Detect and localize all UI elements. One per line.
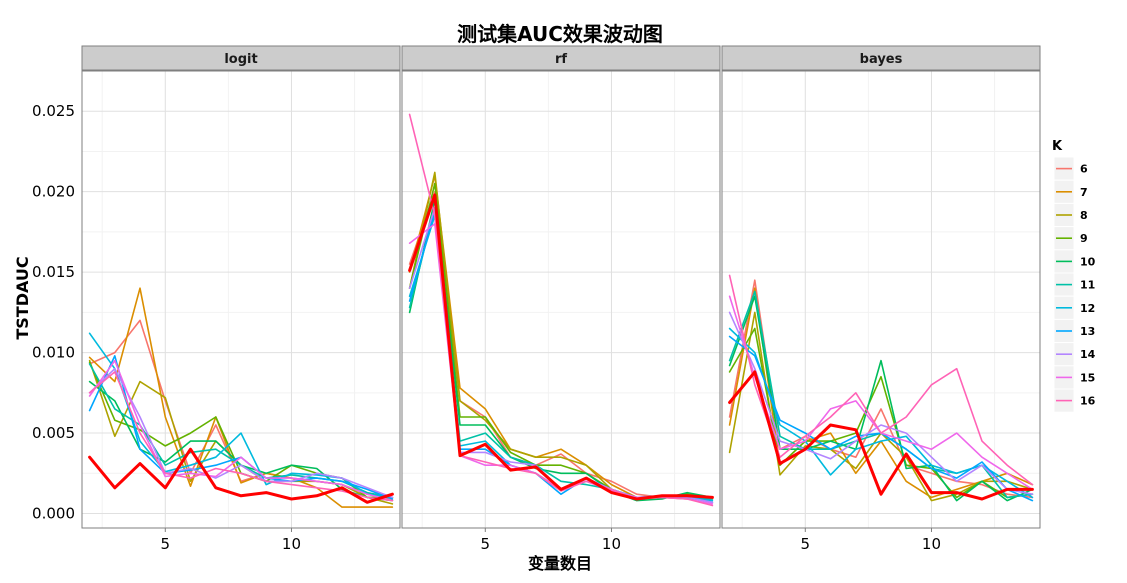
legend-label: 8 [1080, 209, 1088, 222]
strip-label: logit [224, 52, 257, 67]
x-axis-title: 变量数目 [528, 554, 592, 573]
series-line-k10 [408, 198, 714, 502]
strip-background [81, 45, 401, 71]
legend-label: 6 [1080, 163, 1088, 176]
plot-background [82, 71, 400, 528]
strip-background [721, 45, 1041, 71]
plot-background [402, 71, 720, 528]
legend-label: 12 [1080, 302, 1095, 315]
panel-border [721, 70, 1041, 529]
chart-title: 测试集AUC效果波动图 [457, 22, 663, 46]
series-line-k14 [88, 367, 394, 499]
strip-label: bayes [860, 52, 903, 67]
y-tick-label: 0.010 [32, 344, 75, 362]
y-axis-title: TSTDAUC [13, 256, 32, 339]
y-tick-label: 0.000 [32, 505, 75, 523]
strip-background [401, 45, 721, 71]
panel-border [401, 70, 721, 529]
x-tick-label: 5 [801, 535, 811, 553]
legend-label: 16 [1080, 395, 1096, 408]
y-tick-label: 0.020 [32, 183, 75, 201]
x-tick-label: 10 [282, 535, 301, 553]
strip-label: rf [555, 52, 567, 67]
series-line-highlight [408, 193, 714, 501]
legend-label: 15 [1080, 371, 1095, 384]
legend-title: K [1052, 139, 1063, 154]
plot-background [722, 71, 1040, 528]
legend-label: 10 [1080, 255, 1096, 268]
panel-bayes: bayes 5 10 [721, 45, 1041, 553]
legend-label: 14 [1080, 348, 1096, 361]
series-line-highlight [728, 370, 1034, 501]
legend-label: 13 [1080, 325, 1095, 338]
series-line-k7 [88, 287, 394, 508]
y-tick-label: 0.005 [32, 424, 75, 442]
y-tick-label: 0.025 [32, 102, 75, 120]
x-tick-label: 10 [922, 535, 941, 553]
x-tick-label: 5 [481, 535, 491, 553]
legend-label: 9 [1080, 232, 1088, 245]
series-line-highlight [88, 447, 394, 504]
panel-rf: rf 5 10 [401, 45, 721, 553]
x-tick-label: 10 [602, 535, 621, 553]
series-line-k16 [728, 274, 1034, 486]
series-line-k14 [728, 311, 1034, 496]
series-line-k16 [88, 371, 394, 502]
panel-logit: logit 5 10 [81, 45, 401, 553]
y-tick-label: 0.015 [32, 263, 75, 281]
legend-label: 7 [1080, 186, 1088, 199]
panel-border [81, 70, 401, 529]
x-tick-label: 5 [161, 535, 171, 553]
legend-label: 11 [1080, 279, 1095, 292]
series-line-k15 [88, 359, 394, 502]
legend: K 6 7 8 9 10 11 12 13 14 15 16 [1052, 139, 1096, 413]
